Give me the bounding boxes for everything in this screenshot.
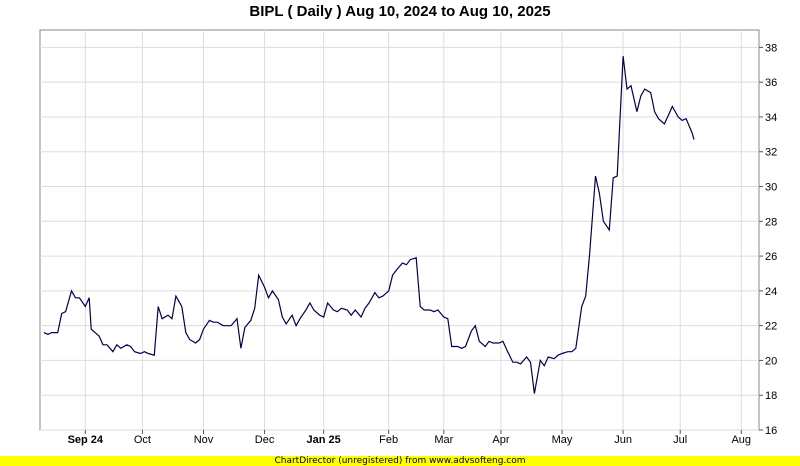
y-tick-label: 18 [765,390,777,402]
x-tick-label: Aug [731,434,751,446]
y-tick-label: 38 [765,42,777,54]
y-tick-label: 20 [765,355,777,367]
x-tick-label: Jan 25 [307,434,341,446]
x-tick-label: Apr [492,434,509,446]
footer-credit: ChartDirector (unregistered) from www.ad… [0,456,800,466]
y-tick-label: 28 [765,216,777,228]
x-tick-label: Nov [194,434,214,446]
chart-title: BIPL ( Daily ) Aug 10, 2024 to Aug 10, 2… [249,3,551,20]
y-tick-label: 24 [765,286,777,298]
y-tick-label: 26 [765,251,777,263]
x-axis: Sep 24 Oct Nov Dec Jan 25 Feb Mar Apr May Jun Jul A… [68,430,751,446]
price-series-line [43,56,695,394]
y-tick-label: 36 [765,77,777,89]
y-tick-label: 30 [765,182,777,194]
y-tick-label: 16 [765,425,777,437]
y-tick-label: 32 [765,147,777,159]
grid-lines [40,30,759,431]
x-tick-label: Mar [434,434,453,446]
x-tick-label: Oct [134,434,151,446]
line-chart: 16 18 20 22 24 26 28 30 32 34 36 38 Sep 24 Oct Nov Dec… [39,29,777,446]
x-tick-label: Dec [255,434,275,446]
y-tick-label: 34 [765,112,777,124]
x-tick-label: Feb [379,434,398,446]
x-tick-label: Sep 24 [68,434,104,446]
x-tick-label: May [552,434,573,446]
x-tick-label: Jun [614,434,632,446]
y-tick-label: 22 [765,321,777,333]
y-axis: 16 18 20 22 24 26 28 30 32 34 36 38 [759,42,777,437]
plot-area [39,29,760,431]
x-tick-label: Jul [673,434,687,446]
